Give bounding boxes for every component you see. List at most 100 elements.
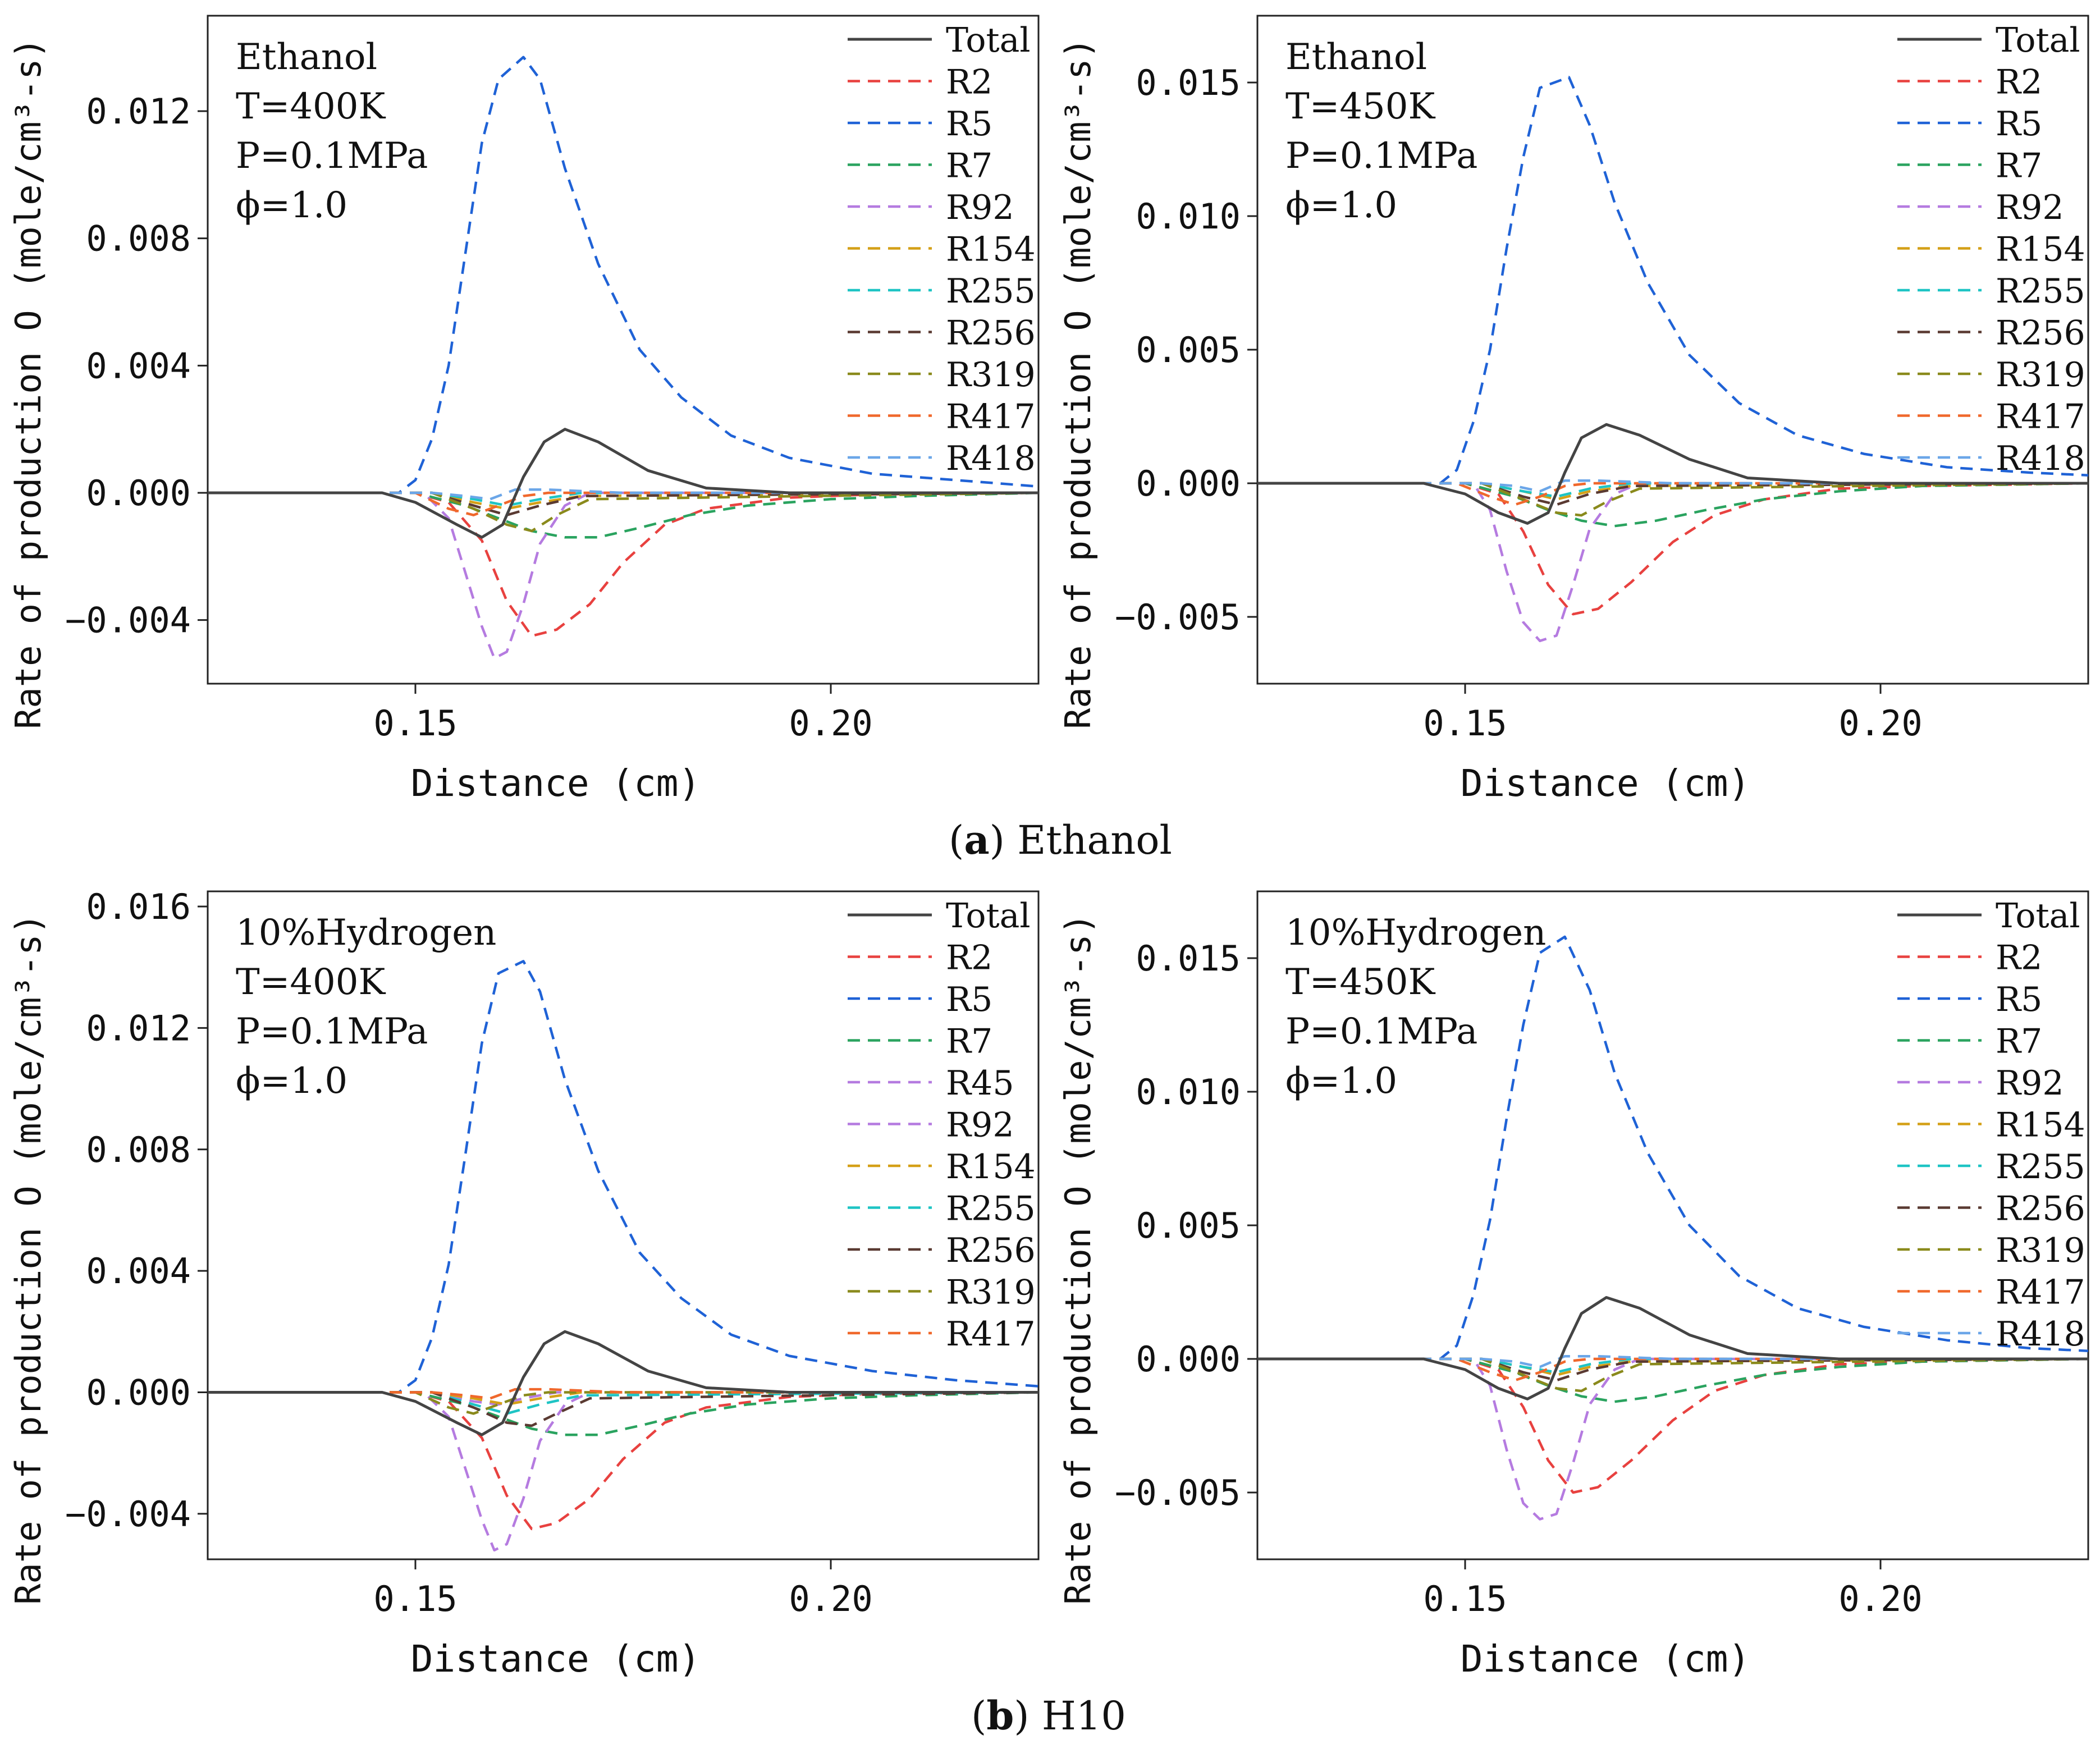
- annotation-line: 10%Hydrogen: [236, 912, 496, 954]
- series-line-r418: [1257, 479, 2088, 493]
- annotation-line: Ethanol: [236, 36, 377, 78]
- y-axis-label: Rate of production O (mole/cm³-s): [1058, 38, 1099, 729]
- series-line-total: [208, 1330, 1038, 1436]
- legend-label-r255: R255: [946, 272, 1036, 311]
- y-tick-label: 0.012: [86, 91, 191, 132]
- series-group: [208, 56, 1038, 660]
- annotation: 10%Hydrogen T=450K P=0.1MPa ϕ=1.0: [1285, 912, 1546, 1102]
- annotation-line: T=450K: [1285, 86, 1435, 127]
- series-line-r92: [1257, 482, 2088, 643]
- legend-label-r154: R154: [946, 230, 1036, 269]
- x-tick-label: 0.20: [789, 703, 872, 744]
- legend-label-r256: R256: [946, 314, 1036, 353]
- series-line-r7: [1257, 482, 2088, 528]
- x-axis-label: Distance (cm): [411, 762, 701, 805]
- annotation: Ethanol T=450K P=0.1MPa ϕ=1.0: [1285, 36, 1477, 226]
- legend-label-total: Total: [1996, 896, 2080, 936]
- y-tick-label: 0.005: [1136, 1205, 1241, 1246]
- y-tick-label: 0.008: [86, 218, 191, 259]
- series-line-r319: [208, 491, 1038, 533]
- legend-label-r418: R418: [1996, 439, 2085, 478]
- legend-label-r418: R418: [946, 439, 1036, 478]
- annotation-line: 10%Hydrogen: [1285, 912, 1546, 954]
- y-tick-label: 0.010: [1136, 1072, 1241, 1113]
- annotation-line: T=450K: [1285, 962, 1435, 1003]
- chart-ethanol-450k: −0.005 0.000 0.005 0.010 0.015 0.15 0.20 Distan…: [1058, 15, 2089, 805]
- series-line-r5: [208, 56, 1038, 495]
- annotation-line: ϕ=1.0: [1285, 185, 1397, 226]
- legend-label-r5: R5: [946, 104, 992, 144]
- series-line-r319: [1257, 1357, 2088, 1393]
- chart-h10-400k: −0.004 0.000 0.004 0.008 0.012 0.016 0.15 0.20 D…: [8, 886, 1040, 1681]
- legend-label-r92: R92: [1996, 1064, 2064, 1103]
- legend-label-r417: R417: [1996, 1273, 2085, 1312]
- series-group: [1257, 76, 2088, 643]
- y-tick-label: 0.005: [1136, 329, 1241, 370]
- caption-a: (a) Ethanol: [949, 817, 1172, 863]
- series-line-r92: [208, 491, 1038, 660]
- series-line-r2: [208, 1391, 1038, 1531]
- legend-label-r255: R255: [1996, 1147, 2085, 1187]
- series-group: [208, 960, 1038, 1552]
- series-line-r5: [208, 960, 1038, 1394]
- legend-label-r2: R2: [1996, 938, 2042, 978]
- series-line-r256: [208, 1391, 1038, 1427]
- caption-a-letter: a: [964, 817, 990, 863]
- legend-label-r319: R319: [946, 1273, 1036, 1312]
- series-line-r417: [208, 491, 1038, 516]
- annotation-line: ϕ=1.0: [236, 1060, 347, 1102]
- x-tick-label: 0.15: [1423, 703, 1507, 744]
- annotation-line: T=400K: [236, 86, 386, 127]
- legend-label-r154: R154: [946, 1147, 1036, 1187]
- annotation-line: Ethanol: [1285, 36, 1427, 78]
- y-tick-label: 0.000: [1136, 463, 1241, 504]
- y-tick-label: −0.004: [65, 600, 191, 641]
- series-line-r2: [1257, 1357, 2088, 1494]
- y-tick-label: 0.008: [86, 1129, 191, 1170]
- series-group: [1257, 935, 2088, 1521]
- annotation-line: ϕ=1.0: [236, 185, 347, 226]
- y-tick-label: 0.010: [1136, 196, 1241, 237]
- chart-ethanol-400k: −0.004 0.000 0.004 0.008 0.012 0.15 0.20 Distan…: [8, 15, 1040, 805]
- annotation-line: P=0.1MPa: [236, 135, 428, 177]
- series-line-r5: [1257, 935, 2088, 1361]
- legend-label-r417: R417: [946, 1315, 1036, 1354]
- y-tick-label: −0.005: [1115, 1472, 1241, 1513]
- y-tick-label: 0.012: [86, 1008, 191, 1049]
- y-tick-label: 0.000: [1136, 1339, 1241, 1380]
- legend-label-r154: R154: [1996, 1106, 2085, 1145]
- series-line-r2: [208, 491, 1038, 638]
- legend-label-r5: R5: [946, 980, 992, 1019]
- series-line-r417: [1257, 1357, 2088, 1382]
- legend-label-r2: R2: [1996, 63, 2042, 102]
- annotation-line: ϕ=1.0: [1285, 1060, 1397, 1102]
- series-line-r418: [208, 488, 1038, 501]
- series-line-r5: [1257, 76, 2088, 485]
- legend-label-r256: R256: [1996, 314, 2085, 353]
- legend-label-total: Total: [946, 21, 1031, 60]
- legend-label-total: Total: [946, 896, 1031, 936]
- annotation-line: P=0.1MPa: [1285, 135, 1477, 177]
- legend-label-r2: R2: [946, 63, 992, 102]
- legend-label-r319: R319: [946, 355, 1036, 395]
- series-line-r92: [1257, 1357, 2088, 1521]
- y-tick-label: 0.000: [86, 473, 191, 514]
- annotation-line: P=0.1MPa: [236, 1011, 428, 1052]
- legend-label-r7: R7: [1996, 1022, 2042, 1061]
- legend-label-r319: R319: [1996, 1231, 2085, 1270]
- series-line-r418: [1257, 1354, 2088, 1368]
- legend-label-r5: R5: [1996, 980, 2042, 1019]
- series-line-r319: [208, 1391, 1038, 1415]
- legend-label-r417: R417: [1996, 397, 2085, 437]
- annotation-line: P=0.1MPa: [1285, 1011, 1477, 1052]
- series-line-r417: [208, 1388, 1038, 1400]
- y-tick-label: 0.004: [86, 345, 191, 386]
- series-line-total: [1257, 1296, 2088, 1400]
- y-tick-label: 0.016: [86, 886, 191, 927]
- x-tick-label: 0.15: [373, 703, 457, 744]
- legend-label-r5: R5: [1996, 104, 2042, 144]
- y-axis-label: Rate of production O (mole/cm³-s): [1058, 913, 1099, 1605]
